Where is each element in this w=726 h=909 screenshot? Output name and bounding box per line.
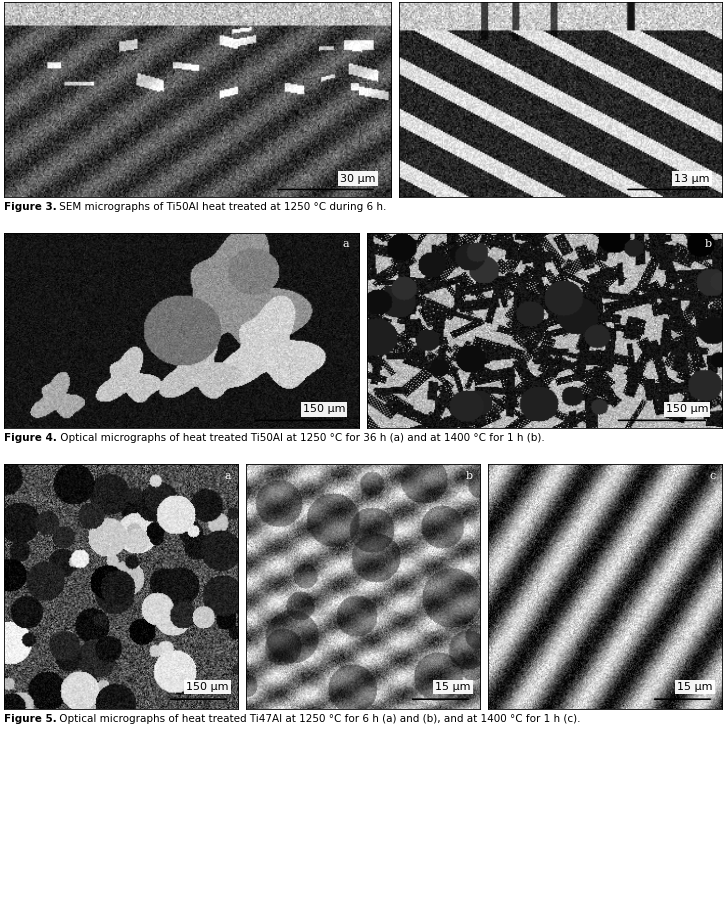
- Text: c: c: [709, 471, 715, 481]
- Text: 150 μm: 150 μm: [303, 405, 345, 415]
- Text: a: a: [225, 471, 232, 481]
- Text: b: b: [466, 471, 473, 481]
- Text: Figure 4.: Figure 4.: [4, 433, 57, 443]
- Text: 150 μm: 150 μm: [187, 682, 229, 692]
- Text: b: b: [704, 238, 711, 248]
- Text: SEM micrographs of Ti50Al heat treated at 1250 °C during 6 h.: SEM micrographs of Ti50Al heat treated a…: [57, 202, 387, 212]
- Text: Optical micrographs of heat treated Ti50Al at 1250 °C for 36 h (a) and at 1400 °: Optical micrographs of heat treated Ti50…: [57, 433, 544, 443]
- Text: Figure 3.: Figure 3.: [4, 202, 57, 212]
- Text: 13 μm: 13 μm: [674, 174, 709, 184]
- Text: a: a: [373, 7, 380, 17]
- Text: 150 μm: 150 μm: [666, 405, 708, 415]
- Text: Figure 5.: Figure 5.: [4, 714, 57, 724]
- Text: a: a: [342, 238, 348, 248]
- Text: 30 μm: 30 μm: [340, 174, 376, 184]
- Text: b: b: [706, 7, 713, 17]
- Text: 15 μm: 15 μm: [677, 682, 713, 692]
- Text: Optical micrographs of heat treated Ti47Al at 1250 °C for 6 h (a) and (b), and a: Optical micrographs of heat treated Ti47…: [57, 714, 581, 724]
- Text: 15 μm: 15 μm: [436, 682, 471, 692]
